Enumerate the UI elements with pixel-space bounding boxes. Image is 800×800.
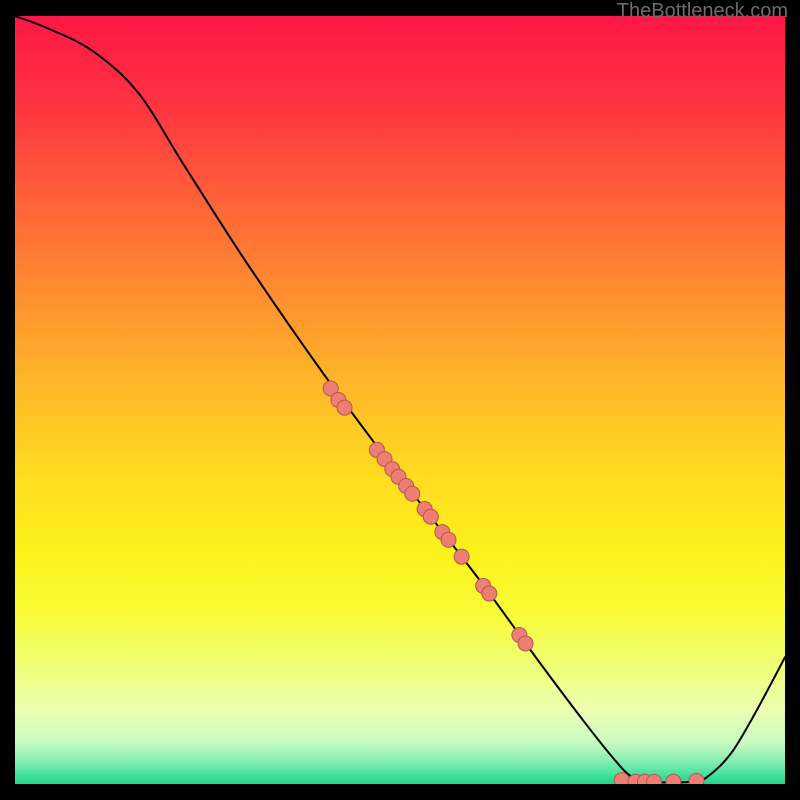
marker-group [323,381,704,784]
marker-dot [614,773,629,784]
marker-dot [518,636,533,651]
watermark-text: TheBottleneck.com [617,0,788,23]
marker-dot [454,549,469,564]
marker-dot [666,774,681,784]
marker-dot [482,586,497,601]
bottleneck-chart [15,16,785,784]
marker-dot [441,532,456,547]
marker-dot [647,774,662,784]
marker-dot [689,773,704,784]
marker-dot [337,400,352,415]
chart-overlay-svg [15,16,785,784]
marker-dot [405,486,420,501]
marker-dot [423,509,438,524]
curve-line [15,16,785,782]
